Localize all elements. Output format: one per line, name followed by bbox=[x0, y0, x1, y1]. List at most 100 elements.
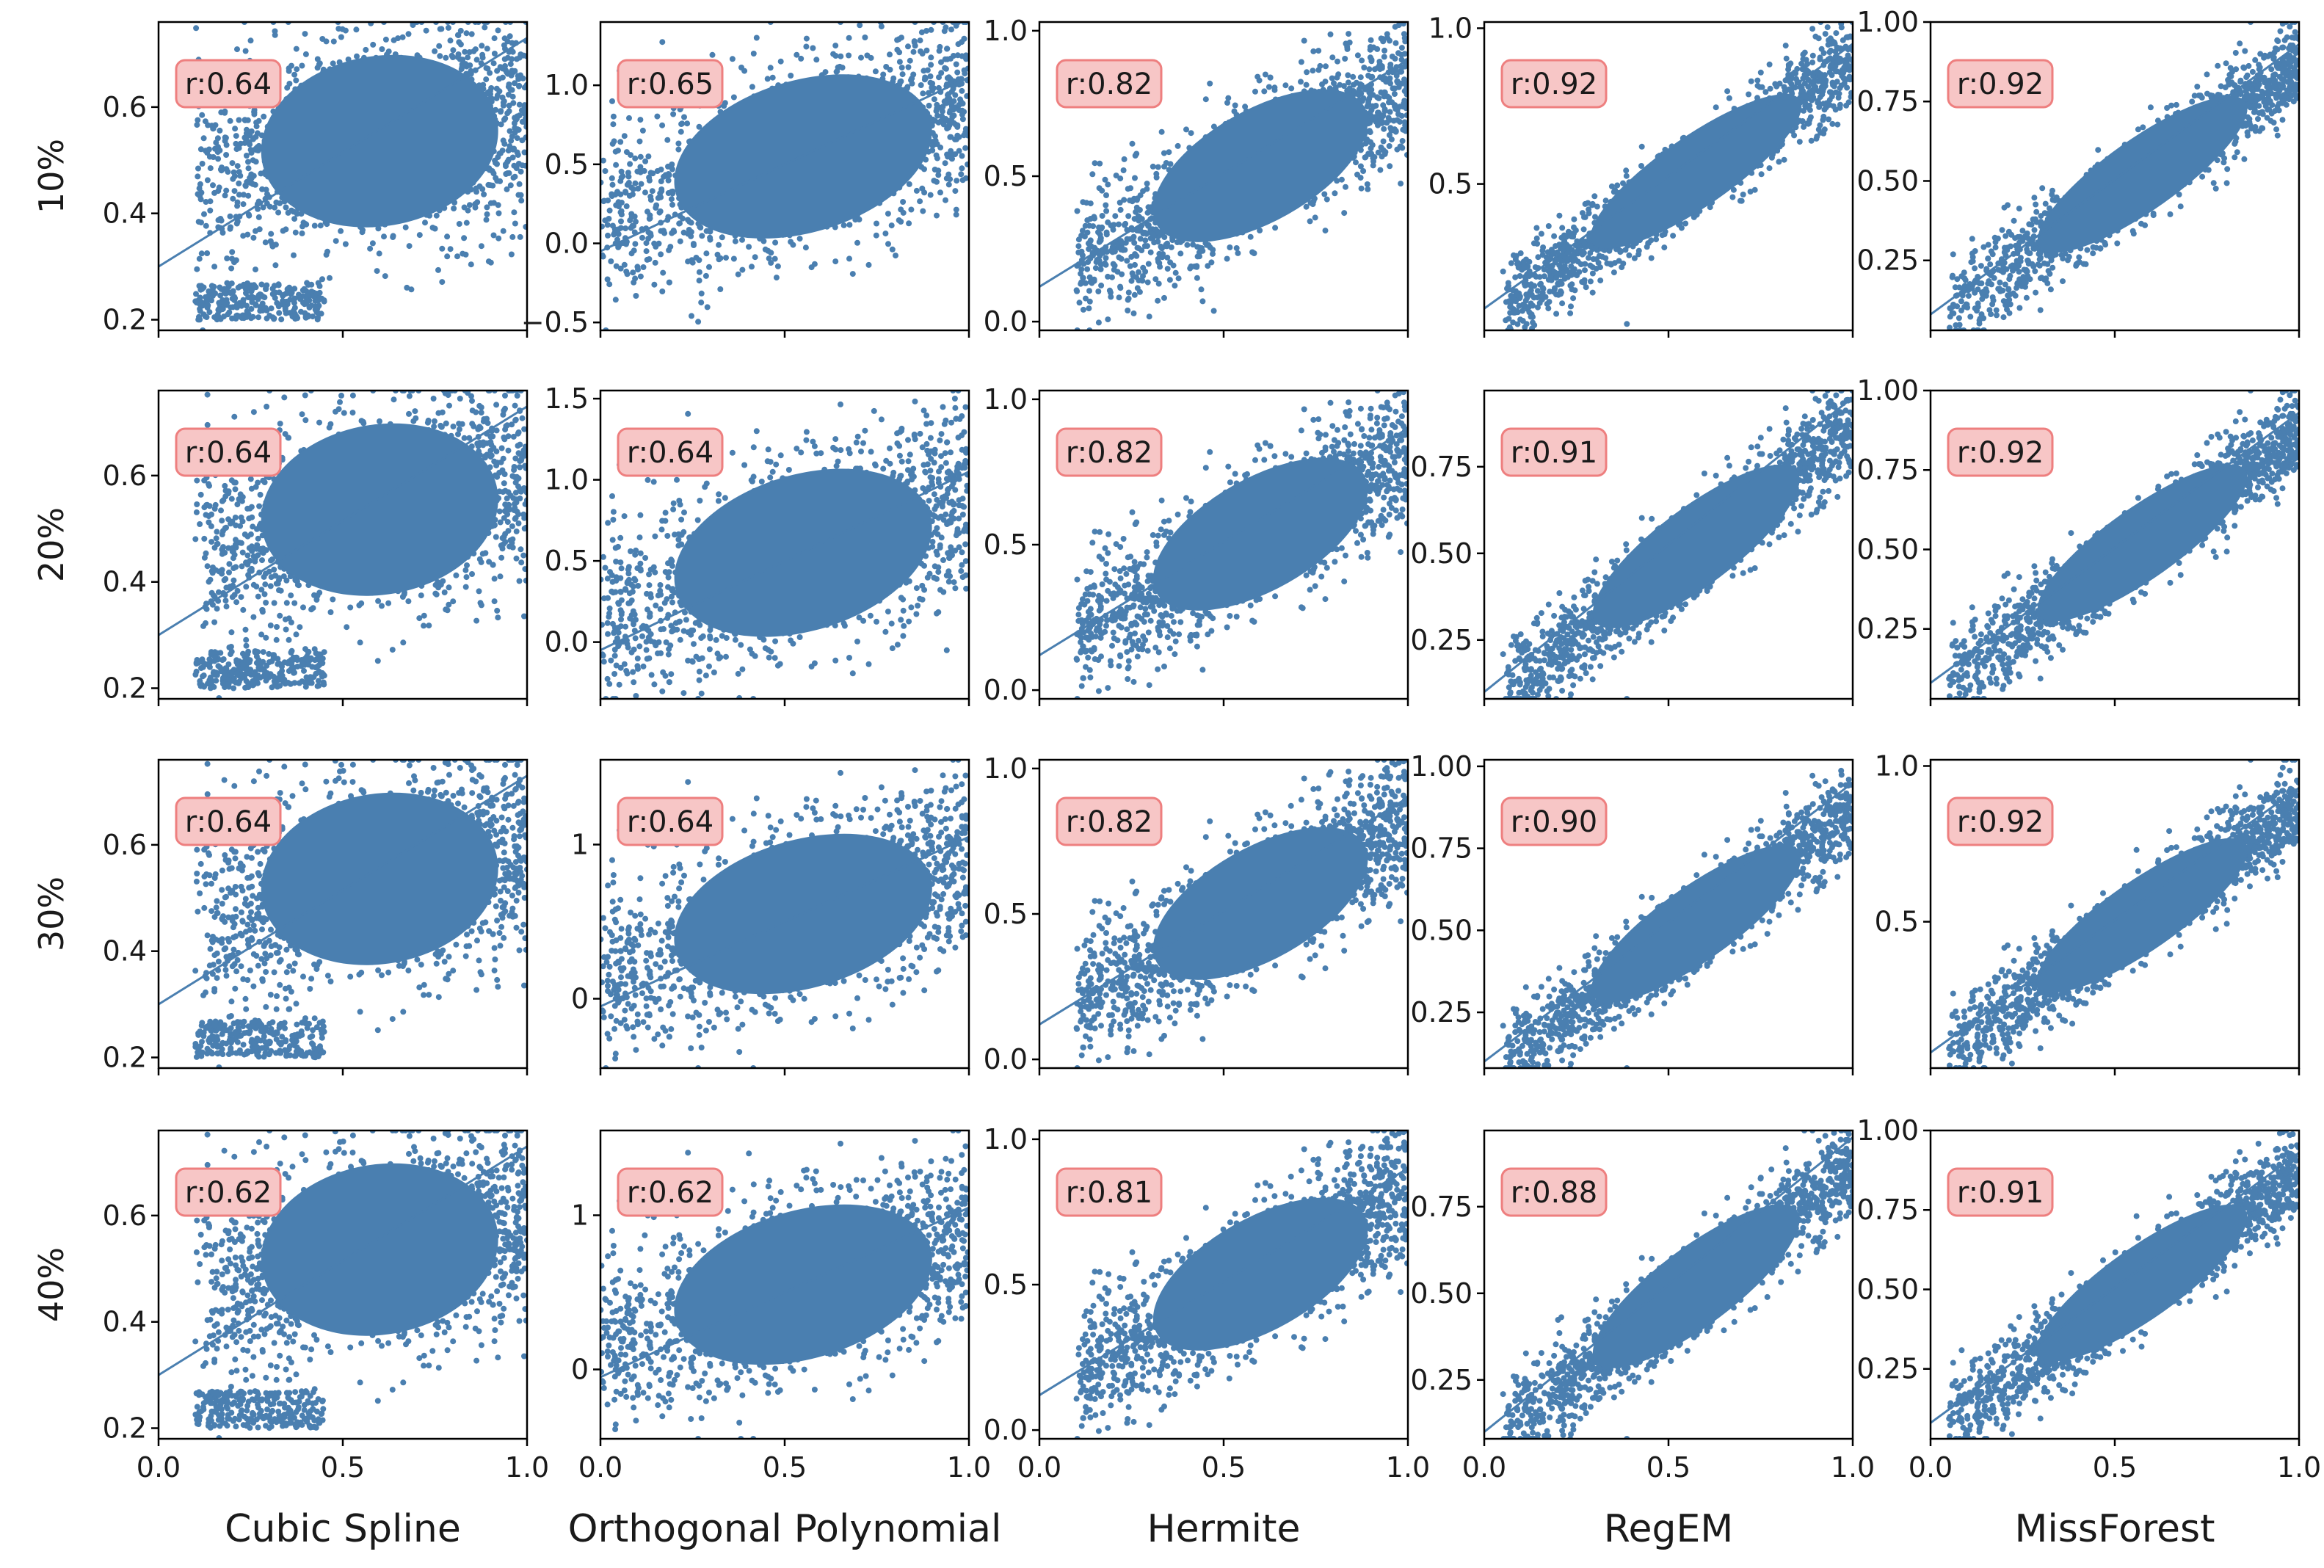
scatter-point bbox=[1083, 295, 1089, 302]
scatter-point bbox=[696, 257, 702, 264]
scatter-point bbox=[1791, 132, 1798, 139]
cluster-point bbox=[204, 297, 211, 304]
scatter-point bbox=[1207, 80, 1213, 87]
cluster-point bbox=[310, 313, 316, 320]
scatter-point bbox=[1210, 308, 1217, 314]
scatter-point bbox=[618, 211, 625, 218]
scatter-point bbox=[894, 37, 901, 43]
scatter-point bbox=[609, 140, 616, 147]
scatter-point bbox=[1282, 82, 1289, 89]
scatter-point bbox=[1364, 104, 1370, 109]
scatter-point bbox=[1342, 56, 1348, 62]
scatter-point bbox=[929, 142, 936, 149]
scatter-point bbox=[944, 46, 951, 52]
scatter-point bbox=[232, 126, 239, 132]
scatter-point bbox=[617, 265, 624, 272]
scatter-point bbox=[290, 208, 297, 215]
scatter-point bbox=[1199, 298, 1206, 305]
scatter-point bbox=[832, 258, 839, 265]
scatter-point bbox=[1092, 160, 1098, 167]
scatter-point bbox=[484, 204, 490, 211]
scatter-point bbox=[253, 228, 258, 234]
scatter-point bbox=[722, 100, 728, 106]
scatter-point bbox=[444, 253, 451, 260]
y-tick-label: 0.5 bbox=[545, 148, 589, 181]
scatter-point bbox=[887, 51, 893, 58]
scatter-point bbox=[1809, 59, 1816, 66]
scatter-point bbox=[223, 187, 230, 194]
scatter-point bbox=[1142, 237, 1149, 244]
scatter-point bbox=[1177, 239, 1184, 245]
scatter-point bbox=[739, 266, 746, 273]
scatter-point bbox=[949, 114, 956, 120]
scatter-point bbox=[1251, 250, 1257, 256]
scatter-point bbox=[1317, 62, 1323, 69]
scatter-point bbox=[1161, 150, 1167, 156]
scatter-point bbox=[920, 208, 926, 214]
scatter-point bbox=[1368, 113, 1375, 120]
scatter-point bbox=[1082, 222, 1089, 229]
scatter-point bbox=[684, 120, 691, 127]
scatter-point bbox=[926, 102, 932, 109]
scatter-point bbox=[449, 54, 456, 60]
scatter-point bbox=[1323, 196, 1330, 203]
scatter-point bbox=[659, 39, 666, 46]
scatter-point bbox=[223, 166, 230, 173]
scatter-points bbox=[159, 22, 527, 330]
scatter-point bbox=[258, 170, 264, 177]
scatter-point bbox=[665, 177, 672, 184]
scatter-point bbox=[248, 128, 255, 134]
y-tick-label: 0.0 bbox=[545, 228, 589, 260]
scatter-point bbox=[854, 239, 860, 246]
scatter-point bbox=[658, 251, 664, 258]
scatter-point bbox=[1095, 288, 1102, 294]
scatter-point bbox=[311, 222, 318, 229]
scatter-point bbox=[1380, 102, 1387, 109]
scatter-point bbox=[631, 222, 636, 229]
scatter-point bbox=[210, 182, 216, 189]
scatter-point bbox=[1390, 85, 1396, 92]
fit-line bbox=[159, 37, 527, 268]
scatter-point bbox=[319, 276, 325, 283]
scatter-point bbox=[1139, 277, 1146, 284]
y-tick-label: −0.5 bbox=[521, 306, 589, 338]
scatter-point bbox=[906, 220, 912, 227]
scatter-point bbox=[437, 53, 443, 59]
scatter-point bbox=[1127, 197, 1133, 203]
scatter-point bbox=[1357, 163, 1364, 170]
scatter-point bbox=[677, 238, 683, 244]
scatter-point bbox=[436, 43, 443, 49]
scatter-point bbox=[1202, 96, 1209, 103]
scatter-point bbox=[1175, 275, 1182, 282]
y-tick-label: 0.4 bbox=[103, 197, 147, 230]
scatter-point bbox=[484, 211, 490, 217]
scatter-point bbox=[1174, 142, 1181, 149]
scatter-point bbox=[484, 46, 490, 52]
scatter-point bbox=[467, 62, 473, 68]
scatter-point bbox=[1172, 269, 1179, 276]
scatter-point bbox=[830, 51, 837, 57]
cluster-point bbox=[228, 280, 235, 287]
scatter-point bbox=[507, 182, 514, 189]
scatter-point bbox=[1125, 213, 1132, 219]
cluster-point bbox=[263, 285, 269, 291]
scatter-point bbox=[732, 238, 738, 244]
scatter-point bbox=[922, 74, 929, 81]
scatter-point bbox=[1110, 261, 1116, 267]
scatter-point bbox=[497, 178, 504, 184]
scatter-point bbox=[1080, 306, 1086, 313]
scatter-point bbox=[668, 196, 675, 203]
scatter-point bbox=[283, 204, 289, 211]
scatter-point bbox=[1381, 126, 1387, 132]
scatter-point bbox=[1145, 222, 1152, 228]
scatter-point bbox=[1271, 84, 1278, 91]
scatter-point bbox=[1399, 138, 1406, 144]
scatter-point bbox=[1403, 123, 1408, 129]
scatter-point bbox=[642, 189, 648, 196]
scatter-point bbox=[1103, 229, 1110, 236]
scatter-point bbox=[494, 92, 501, 98]
scatter-point bbox=[1131, 239, 1138, 246]
scatter-point bbox=[1384, 119, 1390, 126]
scatter-point bbox=[495, 27, 501, 34]
scatter-point bbox=[609, 98, 615, 104]
